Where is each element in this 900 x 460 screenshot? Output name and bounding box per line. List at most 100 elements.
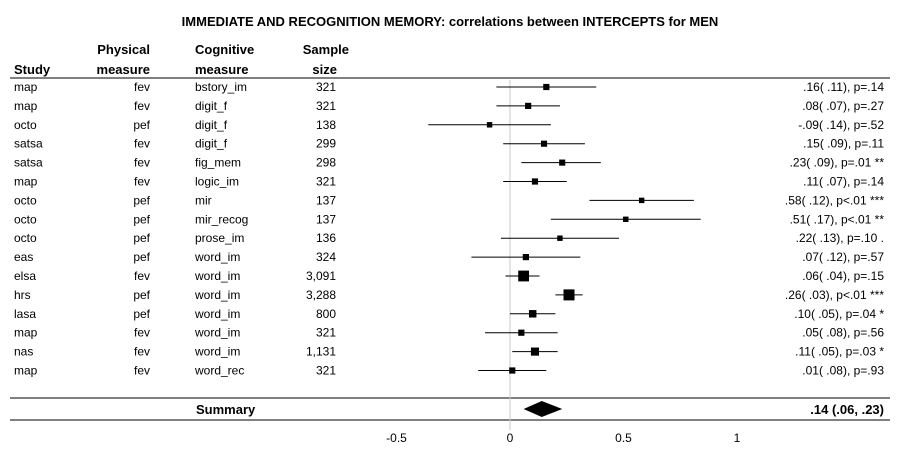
physical-measure-label: fev xyxy=(134,99,150,113)
estimate-label: -.09( .14), p=.52 xyxy=(798,118,884,132)
point-estimate xyxy=(638,197,645,204)
header-cognitive-line1: Cognitive xyxy=(195,42,254,57)
sample-size-label: 1,131 xyxy=(306,345,336,359)
table-row: elsa fev word_im 3,091 .06( .04), p=.15 xyxy=(14,269,884,283)
point-estimate xyxy=(563,289,575,301)
study-label: octo xyxy=(14,231,37,245)
table-row: satsa fev fig_mem 298 .23( .09), p=.01 ** xyxy=(14,156,884,170)
study-rows: map fev bstory_im 321 .16( .11), p=.14 map fev… xyxy=(14,80,884,430)
x-axis: -0.5 0 0.5 1 xyxy=(386,431,741,445)
table-row: map fev bstory_im 321 .16( .11), p=.14 xyxy=(14,80,884,94)
cognitive-measure-label: bstory_im xyxy=(195,80,247,94)
study-label: satsa xyxy=(14,156,43,170)
physical-measure-label: pef xyxy=(133,307,150,321)
sample-size-label: 138 xyxy=(316,118,336,132)
table-row: map fev logic_im 321 .11( .07), p=.14 xyxy=(14,175,884,189)
study-label: lasa xyxy=(14,307,36,321)
point-estimate xyxy=(518,329,525,336)
physical-measure-label: fev xyxy=(134,137,150,151)
summary-diamond xyxy=(523,401,563,417)
sample-size-label: 321 xyxy=(316,364,336,378)
table-row: satsa fev digit_f 299 .15( .09), p=.11 xyxy=(14,137,884,151)
table-row: nas fev word_im 1,131 .11( .05), p=.03 * xyxy=(14,345,884,359)
cognitive-measure-label: logic_im xyxy=(195,175,239,189)
cognitive-measure-label: word_im xyxy=(194,288,240,302)
point-estimate xyxy=(543,83,550,91)
point-estimate xyxy=(522,254,529,261)
cognitive-measure-label: digit_f xyxy=(195,99,228,113)
chart-title: IMMEDIATE AND RECOGNITION MEMORY: correl… xyxy=(182,14,719,29)
point-estimate xyxy=(528,310,537,318)
cognitive-measure-label: word_rec xyxy=(194,364,244,378)
cognitive-measure-label: word_im xyxy=(194,269,240,283)
sample-size-label: 321 xyxy=(316,80,336,94)
sample-size-label: 321 xyxy=(316,326,336,340)
physical-measure-label: fev xyxy=(134,269,150,283)
physical-measure-label: pef xyxy=(133,118,150,132)
physical-measure-label: fev xyxy=(134,326,150,340)
estimate-label: .05( .08), p=.56 xyxy=(802,326,884,340)
cognitive-measure-label: digit_f xyxy=(195,118,228,132)
table-row: octo pef digit_f 138 -.09( .14), p=.52 xyxy=(14,118,884,132)
study-label: map xyxy=(14,326,38,340)
study-label: hrs xyxy=(14,288,31,302)
cognitive-measure-label: digit_f xyxy=(195,137,228,151)
point-estimate xyxy=(518,270,530,282)
physical-measure-label: pef xyxy=(133,288,150,302)
cognitive-measure-label: word_im xyxy=(194,326,240,340)
estimate-label: .16( .11), p=.14 xyxy=(803,80,884,94)
point-estimate xyxy=(559,159,566,166)
cognitive-measure-label: word_im xyxy=(194,345,240,359)
physical-measure-label: pef xyxy=(133,212,150,226)
estimate-label: .01( .08), p=.93 xyxy=(802,364,884,378)
estimate-label: .15( .09), p=.11 xyxy=(803,137,884,151)
table-row: octo pef mir_recog 137 .51( .17), p<.01 ** xyxy=(14,212,884,226)
estimate-label: .08( .07), p=.27 xyxy=(802,99,884,113)
study-label: map xyxy=(14,99,38,113)
header-sample-line1: Sample xyxy=(303,42,349,57)
summary-estimate-label: .14 (.06, .23) xyxy=(810,402,884,417)
sample-size-label: 137 xyxy=(316,193,336,207)
sample-size-label: 800 xyxy=(316,307,336,321)
point-estimate xyxy=(525,102,532,109)
study-label: map xyxy=(14,364,38,378)
study-label: octo xyxy=(14,193,37,207)
study-label: eas xyxy=(14,250,33,264)
study-label: satsa xyxy=(14,137,43,151)
header-cognitive-line2: measure xyxy=(195,62,248,77)
sample-size-label: 298 xyxy=(316,156,336,170)
estimate-label: .26( .03), p<.01 *** xyxy=(785,288,884,302)
table-row: octo pef mir 137 .58( .12), p<.01 *** xyxy=(14,193,884,207)
physical-measure-label: pef xyxy=(133,193,150,207)
estimate-label: .23( .09), p=.01 ** xyxy=(790,156,885,170)
sample-size-label: 321 xyxy=(316,99,336,113)
point-estimate xyxy=(530,347,540,356)
cognitive-measure-label: word_im xyxy=(194,250,240,264)
cognitive-measure-label: mir xyxy=(195,193,212,207)
table-row: map fev digit_f 321 .08( .07), p=.27 xyxy=(14,99,884,113)
study-label: elsa xyxy=(14,269,36,283)
table-row: map fev word_im 321 .05( .08), p=.56 xyxy=(14,326,884,340)
point-estimate xyxy=(509,367,516,374)
study-label: octo xyxy=(14,118,37,132)
cognitive-measure-label: fig_mem xyxy=(195,156,241,170)
x-tick-label: 0 xyxy=(507,431,514,445)
header-physical-line1: Physical xyxy=(97,42,150,57)
estimate-label: .11( .05), p=.03 * xyxy=(795,345,884,359)
physical-measure-label: fev xyxy=(134,156,150,170)
study-label: octo xyxy=(14,212,37,226)
table-row: eas pef word_im 324 .07( .12), p=.57 xyxy=(14,250,884,264)
point-estimate xyxy=(623,216,629,223)
summary-label: Summary xyxy=(196,402,256,417)
x-tick-label: 0.5 xyxy=(615,431,632,445)
cognitive-measure-label: word_im xyxy=(194,307,240,321)
sample-size-label: 136 xyxy=(316,231,336,245)
sample-size-label: 324 xyxy=(316,250,336,264)
sample-size-label: 321 xyxy=(316,175,336,189)
x-tick-label: 1 xyxy=(734,431,741,445)
physical-measure-label: fev xyxy=(134,175,150,189)
estimate-label: .10( .05), p=.04 * xyxy=(794,307,884,321)
study-label: nas xyxy=(14,345,33,359)
header-study: Study xyxy=(14,62,51,77)
